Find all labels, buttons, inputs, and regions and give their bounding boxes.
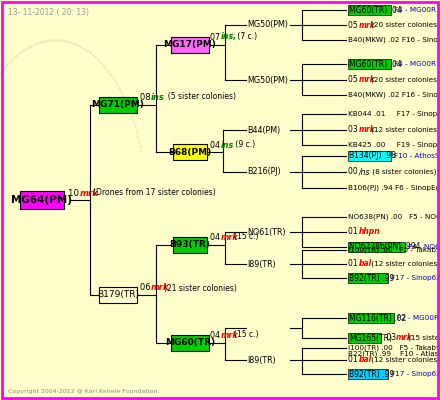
Text: F4 - MG00R: F4 - MG00R xyxy=(394,61,436,67)
FancyBboxPatch shape xyxy=(348,333,381,343)
Text: (15 sister colonies): (15 sister colonies) xyxy=(408,335,440,341)
Text: MG50(PM): MG50(PM) xyxy=(247,76,288,84)
Text: 13- 11-2012 ( 20: 13): 13- 11-2012 ( 20: 13) xyxy=(8,8,89,17)
Text: NO638(PN) .00   F5 - NO6294R: NO638(PN) .00 F5 - NO6294R xyxy=(348,214,440,220)
Text: mrk: mrk xyxy=(221,232,239,242)
Text: F2 - MG00R: F2 - MG00R xyxy=(397,315,439,321)
FancyBboxPatch shape xyxy=(348,242,404,252)
Text: (21 sister colonies): (21 sister colonies) xyxy=(164,284,237,292)
Text: B44(PM): B44(PM) xyxy=(247,126,280,134)
Text: bal: bal xyxy=(359,356,372,364)
Text: 01: 01 xyxy=(348,228,360,236)
Text: (9 c.): (9 c.) xyxy=(233,140,255,150)
Text: MG71(PM): MG71(PM) xyxy=(92,100,144,110)
FancyBboxPatch shape xyxy=(20,191,64,209)
Text: F4 - MG00R: F4 - MG00R xyxy=(394,7,436,13)
Text: B179(TR): B179(TR) xyxy=(97,290,139,300)
Text: F4 - NO6294R: F4 - NO6294R xyxy=(407,244,440,250)
Text: (12 sister colonies): (12 sister colonies) xyxy=(371,127,440,133)
Text: 04: 04 xyxy=(210,140,223,150)
Text: 04: 04 xyxy=(210,232,223,242)
Text: ins: ins xyxy=(151,92,165,102)
Text: (5 sister colonies): (5 sister colonies) xyxy=(163,92,236,102)
FancyBboxPatch shape xyxy=(99,287,137,303)
Text: 08: 08 xyxy=(140,92,153,102)
Text: B68(PM): B68(PM) xyxy=(169,148,212,156)
Text: 03: 03 xyxy=(348,126,360,134)
Text: ins: ins xyxy=(221,140,234,150)
Text: I89(TR): I89(TR) xyxy=(247,260,276,268)
Text: 03: 03 xyxy=(384,334,398,342)
Text: B93(TR): B93(TR) xyxy=(169,240,210,250)
Text: (12 sister colonies): (12 sister colonies) xyxy=(369,261,440,267)
Text: MG64(PM): MG64(PM) xyxy=(11,195,73,205)
Text: hhpn: hhpn xyxy=(359,228,381,236)
Text: 06: 06 xyxy=(140,284,153,292)
FancyBboxPatch shape xyxy=(173,144,207,160)
Text: mrk: mrk xyxy=(80,188,99,198)
Text: (20 sister colonies): (20 sister colonies) xyxy=(371,22,440,28)
Text: I100(TR) .00   F5 - Takab93aR: I100(TR) .00 F5 - Takab93aR xyxy=(348,247,440,253)
Text: NO6238b(PN) .994: NO6238b(PN) .994 xyxy=(349,242,421,252)
FancyBboxPatch shape xyxy=(99,97,137,113)
FancyBboxPatch shape xyxy=(348,313,394,323)
Text: 10: 10 xyxy=(68,188,82,198)
Text: MG17(PM): MG17(PM) xyxy=(164,40,216,50)
Text: MG116(TR) .02: MG116(TR) .02 xyxy=(349,314,406,322)
Text: (20 sister colonies): (20 sister colonies) xyxy=(371,77,440,83)
Text: mrk: mrk xyxy=(359,76,376,84)
Text: (15 c.): (15 c.) xyxy=(234,232,259,242)
Text: NO61(TR): NO61(TR) xyxy=(247,228,286,236)
Text: (8 sister colonies): (8 sister colonies) xyxy=(370,169,436,175)
Text: 00: 00 xyxy=(348,168,360,176)
Text: B106(PJ) .94 F6 - SinopEgg86R: B106(PJ) .94 F6 - SinopEgg86R xyxy=(348,185,440,191)
Text: I100(TR) .00   F5 - Takab93aR: I100(TR) .00 F5 - Takab93aR xyxy=(348,345,440,351)
Text: 04: 04 xyxy=(210,330,223,340)
Text: /ns: /ns xyxy=(359,168,370,176)
Text: MG165(TR): MG165(TR) xyxy=(349,334,392,342)
Text: KB044 .01     F17 - Sinop62R: KB044 .01 F17 - Sinop62R xyxy=(348,111,440,117)
Text: B134(PJ) .98: B134(PJ) .98 xyxy=(349,152,396,160)
Text: (15 c.): (15 c.) xyxy=(234,330,259,340)
Text: MG50(PM): MG50(PM) xyxy=(247,20,288,30)
FancyBboxPatch shape xyxy=(171,335,209,351)
Text: F17 - Sinop62R: F17 - Sinop62R xyxy=(391,275,440,281)
Text: mrk: mrk xyxy=(359,126,376,134)
Text: KB425 .00     F19 - Sinop62R: KB425 .00 F19 - Sinop62R xyxy=(348,142,440,148)
Text: (Drones from 17 sister colonies): (Drones from 17 sister colonies) xyxy=(93,188,216,198)
Text: 01: 01 xyxy=(348,260,360,268)
Text: MG60(TR) .04: MG60(TR) .04 xyxy=(349,60,402,68)
Text: B216(PJ): B216(PJ) xyxy=(247,168,281,176)
Text: MG60(TR): MG60(TR) xyxy=(165,338,215,348)
Text: (7 c.): (7 c.) xyxy=(235,32,257,42)
Text: mrk: mrk xyxy=(359,20,376,30)
Text: F10 - AthosSt80R: F10 - AthosSt80R xyxy=(394,153,440,159)
Text: mrk: mrk xyxy=(151,284,169,292)
Text: I89(TR): I89(TR) xyxy=(247,356,276,364)
Text: 05: 05 xyxy=(348,76,360,84)
Text: MG60(TR) .04: MG60(TR) .04 xyxy=(349,6,402,14)
Text: F17 - Sinop62R: F17 - Sinop62R xyxy=(391,371,440,377)
Text: (12 sister colonies): (12 sister colonies) xyxy=(369,357,440,363)
Text: B22(TR) .99    F10 - Atlas85R: B22(TR) .99 F10 - Atlas85R xyxy=(348,351,440,357)
FancyBboxPatch shape xyxy=(173,237,207,253)
FancyBboxPatch shape xyxy=(348,151,391,161)
Text: B40(MKW) .02 F16 - Sinop72R: B40(MKW) .02 F16 - Sinop72R xyxy=(348,92,440,98)
Text: Copyright 2004-2012 @ Karl Kehele Foundation.: Copyright 2004-2012 @ Karl Kehele Founda… xyxy=(8,389,159,394)
Text: mrk: mrk xyxy=(221,330,239,340)
Text: B40(MKW) .02 F16 - Sinop72R: B40(MKW) .02 F16 - Sinop72R xyxy=(348,37,440,43)
Text: 01: 01 xyxy=(348,356,360,364)
Text: bal: bal xyxy=(359,260,372,268)
FancyBboxPatch shape xyxy=(348,273,388,283)
Text: B92(TR) .99: B92(TR) .99 xyxy=(349,370,394,378)
FancyBboxPatch shape xyxy=(348,369,388,379)
Text: 07: 07 xyxy=(210,32,223,42)
Text: 05: 05 xyxy=(348,20,360,30)
FancyBboxPatch shape xyxy=(171,37,209,53)
Text: ins,: ins, xyxy=(221,32,237,42)
Text: B92(TR) .99: B92(TR) .99 xyxy=(349,274,394,282)
FancyBboxPatch shape xyxy=(348,5,391,15)
Text: mrk: mrk xyxy=(396,334,413,342)
FancyBboxPatch shape xyxy=(348,59,391,69)
